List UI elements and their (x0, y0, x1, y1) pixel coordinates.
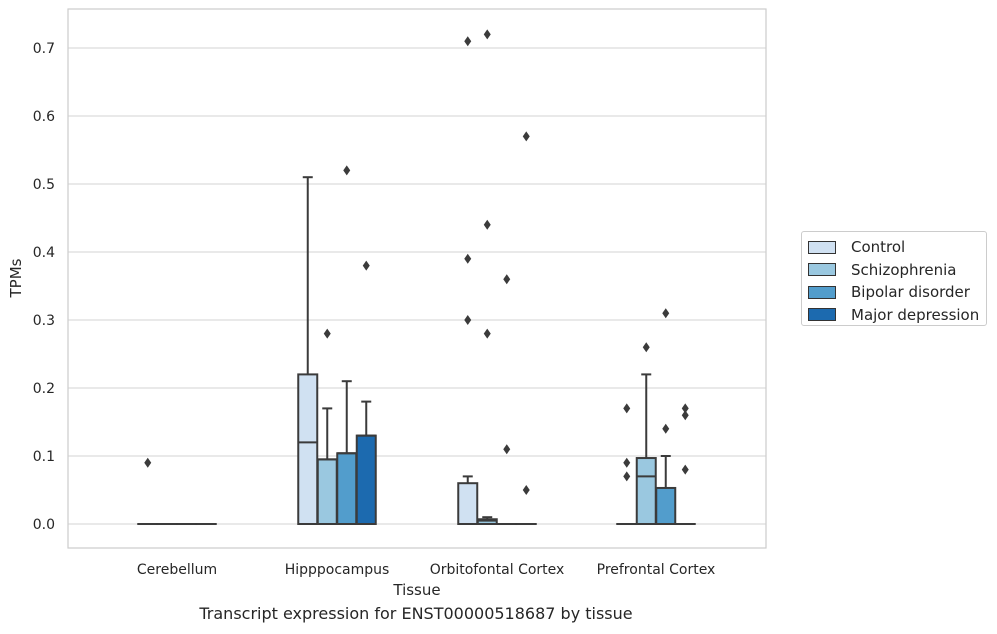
box-major-depression (355, 260, 377, 526)
legend-swatch (808, 308, 836, 322)
legend-item: Schizophrenia (808, 259, 980, 282)
y-tick-label: 0.0 (33, 517, 55, 533)
x-tick-label: Orbitofontal Cortex (430, 562, 565, 578)
legend-label: Schizophrenia (851, 260, 957, 279)
x-tick-label: Cerebellum (137, 562, 217, 578)
outlier-point (623, 471, 631, 482)
y-tick-label: 0.2 (33, 381, 55, 397)
box-control (616, 403, 638, 526)
x-tick-labels: Cerebellum Hipppocampus Orbitofontal Corte… (137, 562, 715, 578)
outlier-point (681, 410, 689, 421)
y-tick-label: 0.5 (33, 177, 55, 193)
outlier-point (642, 342, 650, 353)
box (336, 452, 358, 525)
box-schizophrenia (476, 29, 498, 525)
outlier-point (662, 423, 670, 434)
legend-item: Bipolar disorder (808, 281, 980, 304)
box-schizophrenia (316, 328, 338, 525)
outlier-point (343, 165, 351, 176)
y-tick-label: 0.1 (33, 449, 55, 465)
legend: Control Schizophrenia Bipolar disorder Majo… (801, 231, 987, 326)
outlier-point (681, 403, 689, 414)
legend-item: Control (808, 236, 980, 259)
outlier-point (503, 444, 511, 455)
box-control (137, 457, 159, 526)
y-tick-labels: 0.0 0.1 0.2 0.3 0.4 0.5 0.6 0.7 (33, 41, 55, 533)
grid-lines (68, 47, 766, 525)
box-major-depression (674, 403, 696, 526)
outlier-point (464, 36, 472, 47)
legend-label: Major depression (851, 305, 980, 324)
y-tick-label: 0.4 (33, 245, 55, 261)
outlier-point (681, 464, 689, 475)
box-schizophrenia (635, 342, 657, 526)
box-control (457, 36, 479, 526)
box (297, 373, 319, 525)
legend-item: Major depression (808, 304, 980, 327)
outlier-point (522, 131, 530, 142)
outlier-point (623, 457, 631, 468)
box (316, 458, 338, 525)
box-bipolar-disorder (655, 308, 677, 525)
outlier-point (323, 328, 331, 339)
y-tick-label: 0.3 (33, 313, 55, 329)
box (355, 434, 377, 526)
box-major-depression (515, 131, 537, 526)
outlier-point (144, 457, 152, 468)
x-tick-label: Prefrontal Cortex (597, 562, 716, 578)
box-series (137, 29, 696, 526)
outlier-point (362, 260, 370, 271)
legend-swatch (808, 240, 836, 254)
y-tick-label: 0.7 (33, 41, 55, 57)
box (457, 482, 479, 526)
legend-label: Bipolar disorder (851, 283, 970, 302)
legend-label: Control (851, 238, 906, 257)
box-control (297, 176, 319, 525)
box (476, 518, 498, 525)
x-tick-label: Hipppocampus (285, 562, 390, 578)
plot-frame (67, 8, 767, 549)
box (635, 457, 657, 526)
legend-swatch (808, 285, 836, 299)
outlier-point (464, 253, 472, 264)
outlier-point (483, 219, 491, 230)
outlier-point (483, 29, 491, 40)
outlier-point (503, 274, 511, 285)
y-axis-label: TPMs (7, 258, 25, 298)
outlier-point (623, 403, 631, 414)
x-axis-label: Tissue (392, 581, 440, 599)
outlier-point (483, 328, 491, 339)
box-bipolar-disorder (496, 274, 518, 526)
y-tick-label: 0.6 (33, 109, 55, 125)
legend-swatch (808, 263, 836, 277)
outlier-point (662, 308, 670, 319)
box-bipolar-disorder (336, 165, 358, 525)
outlier-point (464, 315, 472, 325)
chart-caption: Transcript expression for ENST0000051868… (199, 604, 633, 623)
outlier-point (522, 485, 530, 495)
box (655, 486, 677, 525)
